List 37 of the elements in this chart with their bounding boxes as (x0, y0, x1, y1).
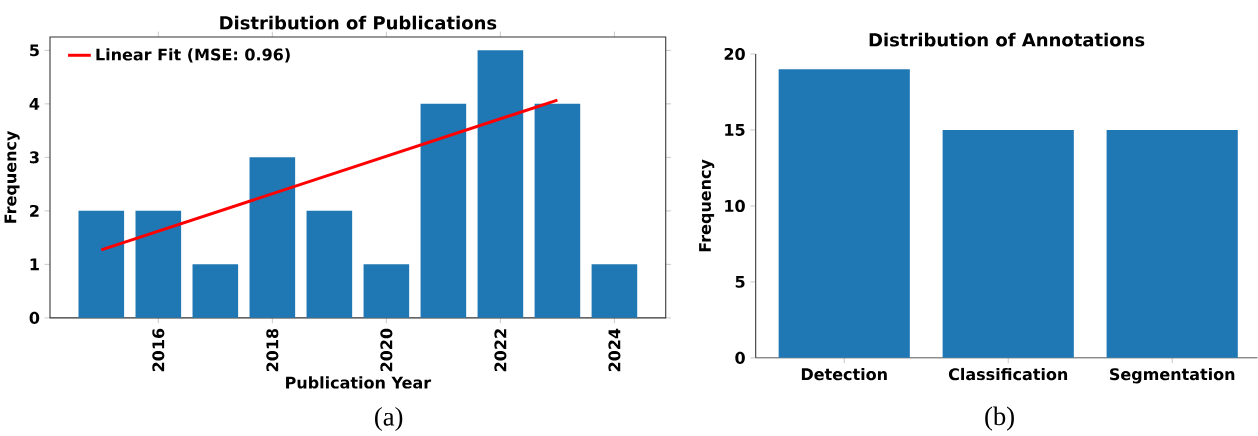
bar (192, 264, 239, 318)
y-tick-label: 3 (29, 151, 39, 164)
y-axis-title: Frequency (4, 131, 20, 223)
bar (363, 264, 410, 318)
y-tick-label: 20 (724, 48, 745, 61)
bar (249, 157, 296, 318)
y-tick-label: 2 (30, 205, 39, 217)
bar (591, 264, 638, 318)
chart-title: Distribution of Publications (220, 15, 497, 30)
x-tick-label: Detection (801, 367, 887, 381)
y-tick-label: 5 (735, 276, 745, 288)
x-tick-label: Segmentation (1110, 367, 1235, 384)
bar (78, 210, 125, 318)
y-tick-label: 4 (29, 98, 40, 110)
bar (135, 210, 182, 318)
bar (477, 50, 524, 318)
x-tick-label: 2016 (152, 328, 165, 372)
text: (a) (375, 406, 403, 432)
x-axis-title: Publication Year (286, 376, 432, 389)
y-tick-label: 10 (725, 199, 745, 213)
x-tick-label: 2022 (494, 329, 507, 372)
y-tick-label: 1 (30, 258, 39, 271)
x-tick-label: Classification (948, 367, 1068, 381)
text: (b) (985, 406, 1014, 431)
x-tick-label: 2018 (266, 328, 279, 372)
bar (420, 103, 467, 318)
y-tick-label: 0 (735, 351, 745, 364)
bar (534, 103, 581, 318)
y-tick-label: 0 (29, 311, 40, 325)
x-tick-label: 2024 (608, 328, 621, 372)
x-tick-label: 2020 (380, 328, 393, 372)
chart-title: Distribution of Annotations (869, 32, 1145, 47)
y-tick-label: 5 (30, 44, 39, 57)
y-axis-title: Frequency (699, 159, 715, 252)
y-tick-label: 15 (725, 124, 745, 136)
legend-label: Linear Fit (MSE: 0.96) (96, 48, 290, 63)
bar (306, 210, 353, 318)
